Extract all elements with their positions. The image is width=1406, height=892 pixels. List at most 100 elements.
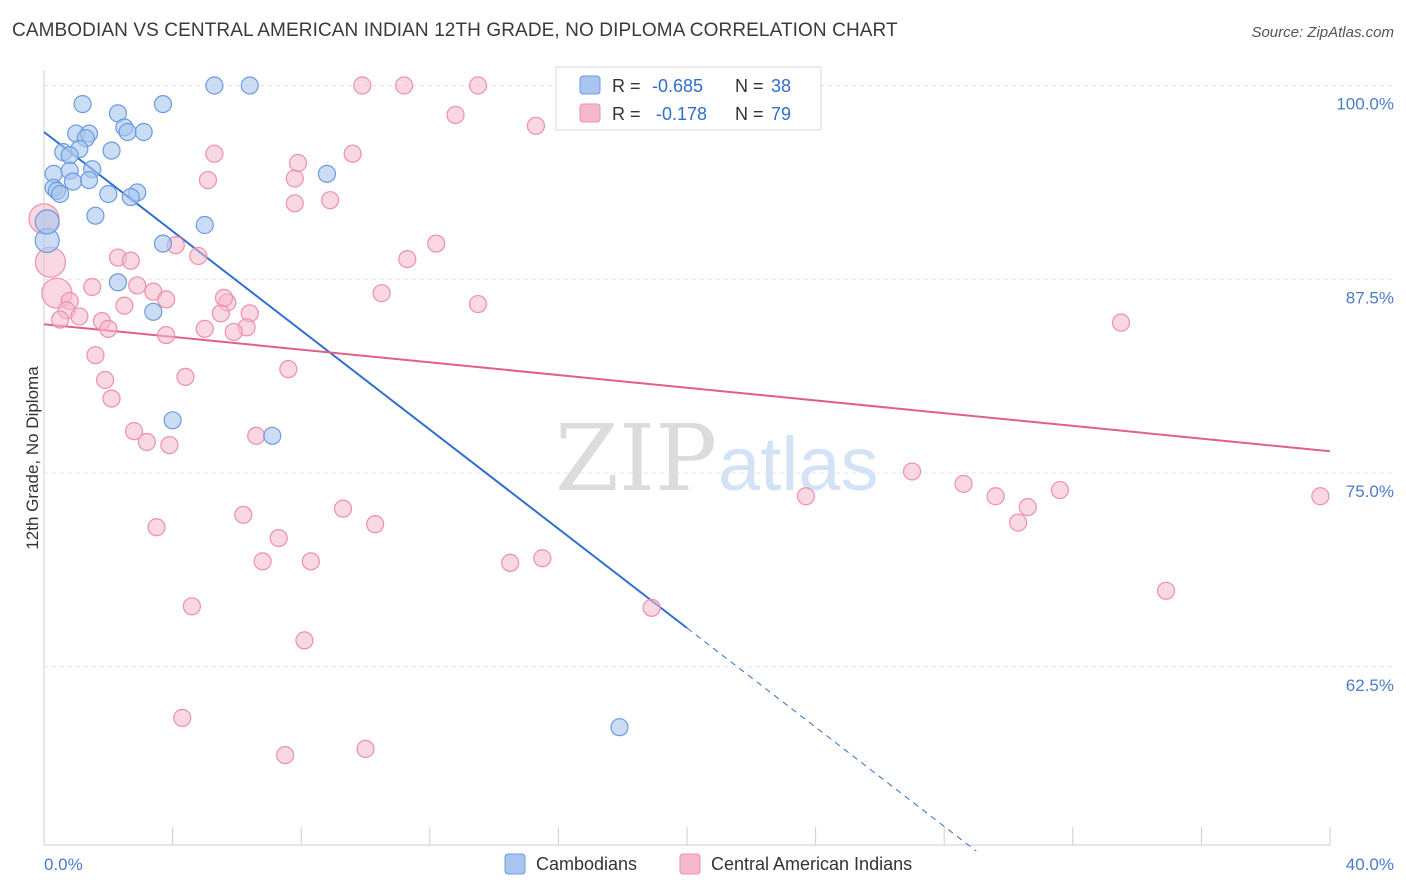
watermark: ZIP atlas <box>555 405 879 512</box>
data-point-central-american-indians <box>285 194 304 213</box>
data-point-cambodians <box>263 426 282 445</box>
chart-title: CAMBODIAN VS CENTRAL AMERICAN INDIAN 12T… <box>12 20 898 41</box>
legend-r-label-blue: R = <box>612 76 641 96</box>
data-point-central-american-indians <box>986 487 1005 506</box>
data-point-central-american-indians <box>295 631 314 650</box>
source-credit: Source: ZipAtlas.com <box>1251 24 1394 41</box>
data-point-central-american-indians <box>398 250 417 269</box>
data-point-cambodians <box>153 234 173 253</box>
data-point-central-american-indians <box>121 251 140 270</box>
data-point-central-american-indians <box>224 322 243 342</box>
legend-r-value-blue: -0.685 <box>652 76 703 96</box>
data-point-central-american-indians <box>157 325 176 345</box>
trend-line-cambodians-extension <box>686 627 977 852</box>
data-point-central-american-indians <box>642 598 661 617</box>
data-point-cambodians <box>118 122 137 142</box>
bottom-legend-swatch-cambodians <box>504 853 526 875</box>
data-point-cambodians <box>60 146 79 165</box>
legend-r-value-pink: -0.178 <box>656 104 707 124</box>
series-cambodians <box>34 76 629 737</box>
data-point-cambodians <box>121 188 140 207</box>
data-point-cambodians <box>163 411 182 430</box>
data-point-cambodians <box>73 94 92 114</box>
data-point-central-american-indians <box>796 487 816 506</box>
data-point-central-american-indians <box>70 307 89 326</box>
data-point-central-american-indians <box>366 515 385 534</box>
data-point-central-american-indians <box>86 346 105 365</box>
data-point-cambodians <box>134 122 153 142</box>
data-point-central-american-indians <box>321 191 340 210</box>
data-point-central-american-indians <box>214 288 234 307</box>
bottom-legend-label-cambodians: Cambodians <box>536 854 637 874</box>
data-point-central-american-indians <box>333 499 353 518</box>
data-point-cambodians <box>108 273 128 292</box>
data-point-central-american-indians <box>533 549 552 568</box>
data-point-central-american-indians <box>285 169 304 188</box>
trend-lines <box>43 131 1331 852</box>
data-point-cambodians <box>63 172 83 191</box>
y-tick-label: 62.5% <box>1346 676 1394 695</box>
data-point-central-american-indians <box>269 528 288 548</box>
trend-line-cambodians <box>43 131 688 629</box>
x-tick-label-0: 0.0% <box>44 855 83 874</box>
data-point-central-american-indians <box>394 76 414 95</box>
y-tick-label: 75.0% <box>1346 482 1394 501</box>
data-point-cambodians <box>205 76 224 95</box>
series-legend: Cambodians Central American Indians <box>504 853 912 875</box>
data-point-cambodians <box>144 302 163 321</box>
data-point-central-american-indians <box>954 474 973 493</box>
data-point-central-american-indians <box>195 319 214 338</box>
data-point-central-american-indians <box>1111 313 1131 332</box>
data-point-central-american-indians <box>1009 513 1028 532</box>
data-point-central-american-indians <box>372 284 391 303</box>
data-point-central-american-indians <box>902 462 922 481</box>
watermark-zip: ZIP <box>555 405 717 512</box>
data-point-central-american-indians <box>468 294 488 314</box>
data-point-central-american-indians <box>1156 581 1176 600</box>
x-tick-label-40: 40.0% <box>1346 855 1394 874</box>
data-point-central-american-indians <box>1050 480 1070 500</box>
data-point-central-american-indians <box>526 116 545 135</box>
data-point-central-american-indians <box>95 370 115 390</box>
correlation-legend: R = -0.685 N = 38 R = -0.178 N = 79 <box>555 66 822 131</box>
legend-swatch-blue <box>579 75 601 95</box>
data-point-central-american-indians <box>468 76 488 95</box>
data-point-central-american-indians <box>353 76 372 95</box>
data-point-central-american-indians <box>253 552 272 571</box>
data-point-central-american-indians <box>288 153 308 173</box>
data-point-cambodians <box>34 209 60 235</box>
data-point-central-american-indians <box>124 422 144 441</box>
data-point-central-american-indians <box>276 745 295 765</box>
y-tick-labels: 62.5% 75.0% 87.5% 100.0% <box>1336 95 1394 695</box>
data-point-central-american-indians <box>189 246 208 266</box>
data-point-central-american-indians <box>279 360 298 379</box>
data-point-central-american-indians <box>1018 498 1037 517</box>
data-point-central-american-indians <box>182 597 201 616</box>
data-point-cambodians <box>79 170 99 190</box>
data-point-central-american-indians <box>356 739 375 759</box>
data-point-central-american-indians <box>211 304 230 323</box>
data-point-cambodians <box>240 76 259 95</box>
data-point-central-american-indians <box>99 319 118 338</box>
data-point-central-american-indians <box>157 290 176 309</box>
data-point-central-american-indians <box>128 276 147 295</box>
data-point-central-american-indians <box>427 234 446 253</box>
data-point-cambodians <box>317 164 337 183</box>
data-point-central-american-indians <box>137 432 156 452</box>
data-point-central-american-indians <box>83 277 102 297</box>
data-point-central-american-indians <box>446 105 465 125</box>
grid-lines <box>44 85 1394 668</box>
data-point-central-american-indians <box>173 708 192 728</box>
legend-r-label-pink: R = <box>612 104 641 124</box>
data-point-central-american-indians <box>205 144 224 163</box>
bottom-legend-label-central-american-indians: Central American Indians <box>711 854 912 874</box>
data-point-cambodians <box>610 718 629 737</box>
legend-n-label-pink: N = <box>735 104 764 124</box>
data-point-central-american-indians <box>234 505 253 524</box>
bottom-legend-swatch-central-american-indians <box>679 853 701 875</box>
data-point-cambodians <box>153 94 173 114</box>
legend-n-value-blue: 38 <box>771 76 791 96</box>
data-point-cambodians <box>50 184 70 204</box>
data-point-cambodians <box>99 184 118 204</box>
